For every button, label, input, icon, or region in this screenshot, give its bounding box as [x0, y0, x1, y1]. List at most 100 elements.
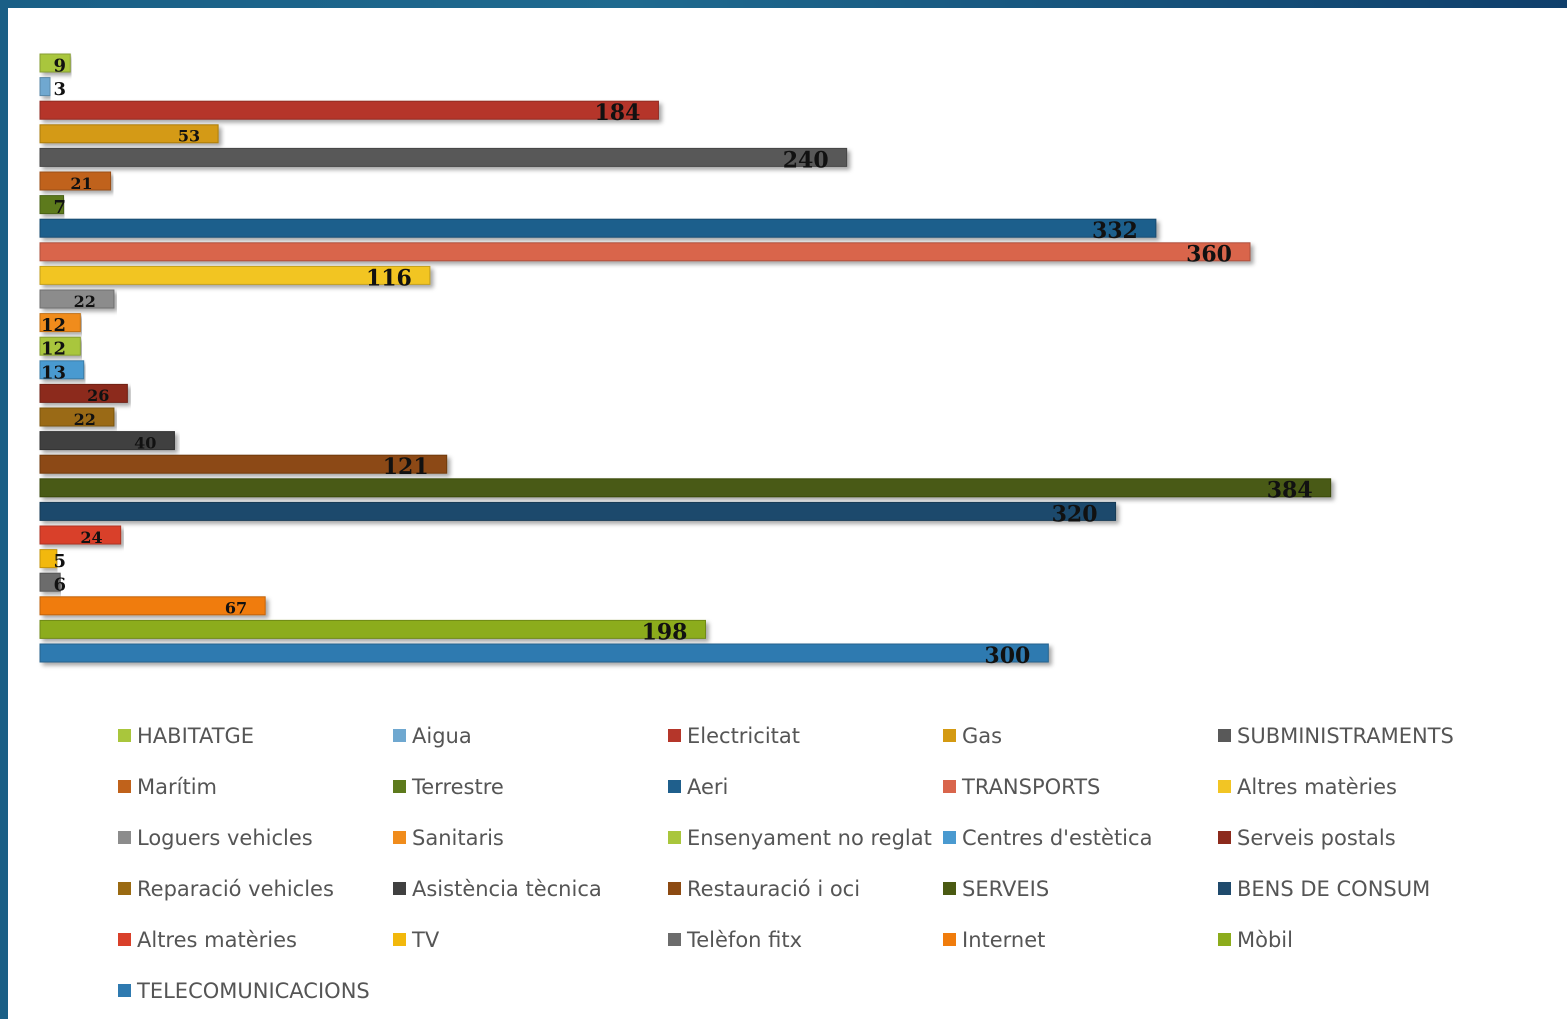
bar-value-label-17: 121 [383, 454, 429, 480]
legend-swatch [943, 780, 956, 793]
bar-19 [39, 501, 1117, 521]
legend-item-20: Altres matèries [118, 926, 393, 953]
legend-label: Reparació vehicles [137, 876, 334, 901]
legend-item-6: Terrestre [393, 773, 668, 800]
bar-value-label-8: 360 [1186, 242, 1232, 268]
legend-item-3: Gas [943, 722, 1218, 749]
bar-value-label-7: 332 [1092, 218, 1138, 244]
legend-item-4: SUBMINISTRAMENTS [1218, 722, 1493, 749]
legend-item-24: Mòbil [1218, 926, 1493, 953]
bar-9 [39, 265, 431, 285]
bar-value-label-13: 13 [41, 362, 66, 383]
bar-value-label-24: 198 [642, 619, 688, 645]
legend-swatch [393, 831, 406, 844]
bar-value-label-21: 5 [53, 551, 66, 572]
legend-swatch [118, 780, 131, 793]
legend-label: TELECOMUNICACIONS [137, 978, 370, 1003]
legend-swatch [118, 882, 131, 895]
chart-panel: 9 3 184 53 240 21 7 332 360 116 22 12 12 13 26 22 40 121 3… [8, 8, 1567, 1019]
bar-value-label-12: 12 [41, 339, 66, 360]
legend-swatch [668, 780, 681, 793]
bar-22 [39, 572, 61, 592]
legend-swatch [1218, 780, 1231, 793]
bar-15 [39, 407, 115, 427]
bar-25 [39, 643, 1049, 663]
bar-23 [39, 596, 266, 616]
legend-item-10: Loguers vehicles [118, 824, 393, 851]
legend-label: Serveis postals [1237, 825, 1396, 850]
legend-label: Internet [962, 927, 1046, 952]
legend-swatch [1218, 831, 1231, 844]
bar-3 [39, 124, 219, 144]
legend-label: BENS DE CONSUM [1237, 876, 1431, 901]
legend-swatch [118, 984, 131, 997]
legend-item-18: SERVEIS [943, 875, 1218, 902]
legend-swatch [393, 882, 406, 895]
legend-swatch [943, 729, 956, 742]
bar-4 [39, 147, 848, 167]
bar-value-label-5: 21 [70, 174, 92, 193]
legend-swatch [943, 933, 956, 946]
bar-11 [39, 313, 81, 333]
bar-6 [39, 195, 65, 215]
legend-label: Terrestre [412, 774, 504, 799]
legend-swatch [668, 831, 681, 844]
legend-label: SERVEIS [962, 876, 1050, 901]
bar-14 [39, 383, 128, 403]
bar-value-label-10: 22 [74, 292, 96, 311]
bar-value-label-0: 9 [53, 55, 66, 76]
bar-2 [39, 100, 659, 120]
legend-swatch [1218, 882, 1231, 895]
legend-item-14: Serveis postals [1218, 824, 1493, 851]
bar-chart: 9318453240217332360116221212132622401213… [39, 53, 1332, 669]
bar-value-label-3: 53 [178, 127, 200, 146]
legend-item-25: TELECOMUNICACIONS [118, 977, 393, 1004]
legend-item-9: Altres matèries [1218, 773, 1493, 800]
bar-value-label-25: 300 [984, 643, 1030, 669]
bar-value-label-20: 24 [80, 528, 102, 547]
legend-label: Sanitaris [412, 825, 504, 850]
legend-label: Aigua [412, 723, 472, 748]
legend-item-2: Electricitat [668, 722, 943, 749]
legend-item-22: Telèfon fitx [668, 926, 943, 953]
legend-item-23: Internet [943, 926, 1218, 953]
legend-swatch [668, 933, 681, 946]
bar-value-label-1: 3 [53, 79, 66, 100]
legend-item-13: Centres d'estètica [943, 824, 1218, 851]
legend-swatch [1218, 933, 1231, 946]
legend-label: Telèfon fitx [687, 927, 803, 952]
bar-13 [39, 360, 85, 380]
legend-label: Altres matèries [137, 927, 297, 952]
legend-item-11: Sanitaris [393, 824, 668, 851]
bar-17 [39, 454, 448, 474]
legend-item-15: Reparació vehicles [118, 875, 393, 902]
legend-label: SUBMINISTRAMENTS [1237, 723, 1454, 748]
legend-swatch [118, 729, 131, 742]
legend-label: Mòbil [1237, 927, 1293, 952]
legend-item-17: Restauració i oci [668, 875, 943, 902]
legend-item-0: HABITATGE [118, 722, 393, 749]
legend-item-5: Marítim [118, 773, 393, 800]
bar-value-label-23: 67 [225, 599, 247, 618]
legend-swatch [118, 933, 131, 946]
legend-swatch [943, 831, 956, 844]
legend-swatch [393, 933, 406, 946]
bar-value-label-14: 26 [87, 386, 109, 405]
bar-value-label-2: 184 [595, 100, 641, 126]
bar-value-label-6: 7 [53, 197, 66, 218]
legend-label: Ensenyament no reglat [687, 825, 932, 850]
legend-label: Aeri [687, 774, 729, 799]
bar-21 [39, 549, 58, 569]
legend-swatch [1218, 729, 1231, 742]
legend-swatch [668, 882, 681, 895]
bar-value-label-15: 22 [74, 410, 96, 429]
legend-item-19: BENS DE CONSUM [1218, 875, 1493, 902]
bar-16 [39, 431, 175, 451]
legend-item-7: Aeri [668, 773, 943, 800]
legend-label: TRANSPORTS [962, 774, 1101, 799]
legend-label: TV [412, 927, 440, 952]
bar-value-label-11: 12 [41, 315, 66, 336]
legend-item-16: Asistència tècnica [393, 875, 668, 902]
legend-label: Centres d'estètica [962, 825, 1153, 850]
legend-label: Loguers vehicles [137, 825, 313, 850]
